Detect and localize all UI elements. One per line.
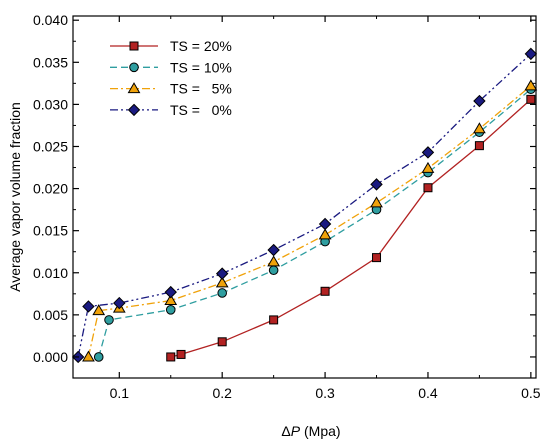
- data-point: [372, 253, 382, 263]
- data-point: [421, 146, 435, 159]
- data-point: [421, 161, 435, 173]
- x-tick-label: 0.5: [521, 385, 541, 401]
- y-tick-label: 0.035: [33, 54, 68, 70]
- x-axis-title-var: P: [291, 423, 301, 439]
- data-point: [318, 217, 332, 231]
- data-point: [268, 265, 279, 276]
- x-tick-label: 0.1: [110, 385, 130, 401]
- x-axis-title-unit: (Mpa): [300, 423, 340, 439]
- data-point: [82, 300, 95, 313]
- y-tick-label: 0.000: [33, 349, 68, 365]
- y-tick-label: 0.015: [33, 223, 68, 239]
- series-layer: [71, 47, 538, 364]
- y-tick-label: 0.025: [33, 138, 68, 154]
- series-triangle: [82, 79, 538, 362]
- data-point: [104, 315, 114, 325]
- series-line: [98, 88, 532, 358]
- legend-marker: [129, 62, 139, 73]
- series-circle: [93, 84, 536, 362]
- data-point: [370, 178, 383, 191]
- axes-layer: 0.1 0.2 0.3 0.4 0.5 0.000 0.005 0.010 0.015 0.020…: [33, 12, 541, 401]
- x-tick-label: 0.2: [212, 385, 232, 401]
- legend-marker: [127, 82, 141, 94]
- data-point: [524, 79, 538, 91]
- data-point: [474, 141, 484, 151]
- data-point: [217, 337, 227, 347]
- data-point: [269, 315, 279, 325]
- x-axis-title-prefix: Δ: [281, 423, 290, 439]
- data-point: [423, 183, 433, 193]
- y-tick-label: 0.020: [33, 181, 68, 197]
- y-tick-label: 0.040: [33, 12, 68, 28]
- y-tick-label: 0.030: [33, 96, 68, 112]
- data-point: [320, 286, 330, 296]
- legend-entry: TS = 20%: [110, 38, 232, 54]
- data-point: [267, 243, 280, 257]
- data-point: [267, 255, 281, 267]
- data-point: [217, 288, 227, 298]
- data-point: [473, 94, 486, 108]
- data-point: [164, 285, 177, 299]
- legend: TS = 20% TS = 10% TS = 5% TS = 0%: [110, 38, 232, 118]
- x-axis-title: ΔP (Mpa): [281, 423, 340, 439]
- data-point: [215, 276, 229, 288]
- legend-entry: TS = 10%: [110, 59, 232, 75]
- data-point: [176, 349, 186, 359]
- data-point: [215, 267, 229, 280]
- series-line: [77, 53, 532, 358]
- series-line: [87, 85, 532, 358]
- data-point: [526, 94, 536, 104]
- series-square: [166, 94, 536, 362]
- data-point: [318, 228, 332, 240]
- data-point: [370, 196, 383, 208]
- legend-label: TS = 0%: [170, 102, 232, 118]
- data-point: [165, 305, 176, 315]
- data-point: [524, 47, 538, 61]
- data-point: [164, 294, 178, 306]
- legend-label: TS = 20%: [170, 38, 232, 54]
- data-point: [113, 296, 126, 310]
- data-point: [473, 122, 486, 134]
- legend-marker: [127, 103, 141, 117]
- legend-label: TS = 10%: [170, 59, 232, 75]
- legend-entry: TS = 0%: [110, 102, 232, 118]
- y-tick-label: 0.005: [33, 307, 68, 323]
- x-tick-label: 0.3: [315, 385, 335, 401]
- series-diamond: [71, 47, 538, 364]
- y-tick-label: 0.010: [33, 265, 68, 281]
- x-tick-label: 0.4: [418, 385, 438, 401]
- legend-marker: [129, 41, 139, 51]
- plot-frame: [72, 15, 537, 379]
- data-point: [93, 352, 104, 362]
- series-line: [170, 98, 532, 358]
- legend-label: TS = 5%: [170, 81, 232, 97]
- y-axis-title: Average vapor volume fraction: [7, 102, 23, 292]
- legend-entry: TS = 5%: [110, 81, 232, 97]
- data-point: [92, 304, 106, 316]
- data-point: [82, 350, 95, 362]
- data-point: [166, 352, 176, 362]
